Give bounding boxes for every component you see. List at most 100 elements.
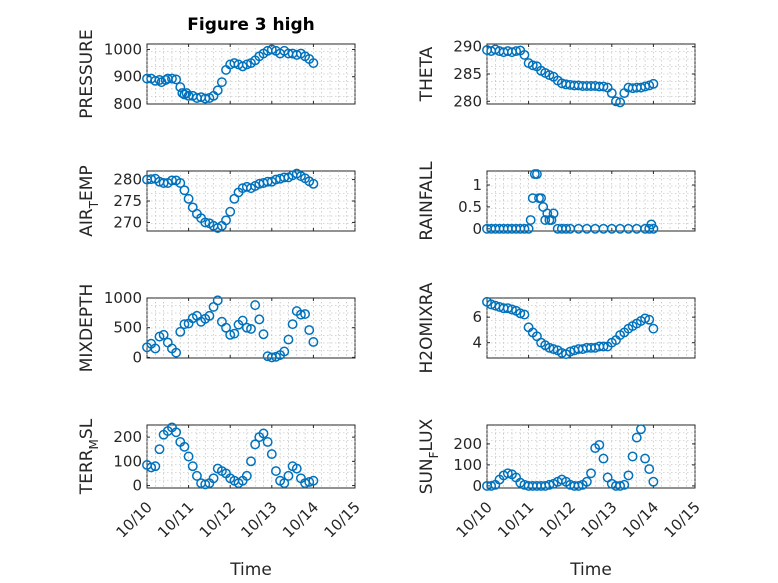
data-point (304, 325, 315, 336)
panel-theta: 280 285 290 THETA (417, 38, 696, 110)
x-tick-label: 10/12 (196, 498, 239, 541)
data-point (623, 470, 634, 481)
data-point (561, 223, 571, 234)
data-point (171, 427, 182, 438)
panel-air-emp: 270 275 280 AIRTEMP (77, 165, 356, 237)
data-point (283, 334, 294, 345)
data-point (308, 475, 319, 486)
x-tick-label: 10/13 (577, 498, 620, 541)
data-point (241, 470, 252, 481)
y-axis-label: MIXDEPTH (77, 284, 97, 373)
panel-terr-sl: 0 100 200 TERRMSL 10/1010/1110/1210/1310/141… (77, 418, 364, 580)
data-point (640, 453, 651, 464)
grid (486, 171, 696, 231)
data-point (154, 444, 165, 455)
data-point (519, 309, 530, 320)
data-point (229, 328, 240, 339)
data-point (515, 308, 526, 319)
figure-title: Figure 3 high (187, 15, 315, 35)
data-point (258, 329, 269, 340)
data-point (187, 461, 198, 472)
y-axis-label: TERRMSL (77, 418, 101, 495)
data-point (291, 463, 302, 474)
data-point (519, 49, 530, 60)
x-tick-label: 10/13 (237, 498, 280, 541)
data-point (544, 479, 555, 490)
y-tick-label: 4 (472, 334, 482, 352)
x-tick-label: 10/14 (619, 498, 662, 541)
data-point (258, 428, 269, 439)
data-point (519, 223, 530, 234)
data-point (635, 424, 646, 435)
data-point (266, 449, 277, 460)
y-tick-label: 900 (113, 68, 142, 86)
data-point (648, 223, 659, 234)
data-point (250, 439, 261, 450)
data-point (615, 480, 626, 491)
data-point (200, 479, 211, 490)
data-point (648, 78, 659, 89)
x-tick-label: 10/11 (154, 498, 197, 541)
data-point (266, 44, 277, 55)
y-axis-label: SUNFLUX (417, 418, 441, 494)
series-markers (482, 44, 659, 108)
data-point (308, 178, 319, 189)
data-point (631, 432, 642, 443)
data-point (179, 441, 190, 452)
data-point (548, 344, 559, 355)
data-point (531, 169, 542, 180)
x-tick-label: 10/12 (536, 498, 579, 541)
series-markers (142, 168, 319, 233)
y-tick-label: 280 (453, 92, 482, 110)
series-markers (482, 296, 659, 360)
y-tick-label: 100 (453, 456, 482, 474)
data-point (598, 81, 609, 92)
x-tick-label: 10/14 (279, 498, 322, 541)
data-point (177, 88, 188, 99)
data-point (644, 314, 655, 325)
series-markers (482, 169, 659, 234)
data-point (225, 206, 236, 217)
data-point (627, 451, 638, 462)
x-tick-label: 10/11 (494, 498, 537, 541)
data-point (181, 88, 192, 99)
data-point (171, 74, 182, 85)
data-point (216, 77, 227, 88)
panel-h2omixra: 4 6 H2OMIXRA (417, 282, 696, 374)
panel-rainfall: 0 0.5 1 RAINFALL (417, 161, 696, 241)
data-point (229, 58, 240, 69)
data-point (262, 437, 273, 447)
data-point (150, 461, 161, 472)
data-point (246, 456, 256, 467)
y-tick-label: 1 (472, 176, 482, 194)
data-point (183, 193, 194, 204)
data-point (200, 217, 211, 228)
data-point (308, 58, 319, 69)
y-tick-label: 0 (472, 477, 482, 495)
data-point (279, 346, 290, 357)
data-point (175, 178, 186, 188)
data-point (212, 85, 223, 96)
data-point (204, 310, 215, 321)
y-tick-label: 275 (113, 192, 142, 210)
data-point (598, 453, 609, 464)
x-axis-label: Time (229, 560, 272, 580)
data-point (254, 314, 265, 325)
data-point (191, 470, 202, 481)
series-markers (142, 422, 319, 490)
x-tick-label: 10/10 (453, 498, 496, 541)
panel-sun-lux: 0 100 200 SUNFLUX 10/1010/1110/1210/1310/141… (417, 418, 704, 580)
y-tick-label: 1000 (104, 40, 142, 58)
y-tick-label: 100 (113, 452, 142, 470)
data-point (573, 480, 584, 491)
data-point (221, 322, 231, 333)
data-point (615, 97, 626, 108)
panel-mixdepth: 0 500 1000 MIXDEPTH (77, 284, 356, 373)
y-tick-label: 500 (113, 319, 142, 337)
data-point (167, 73, 177, 84)
data-point (598, 341, 609, 352)
data-point (308, 337, 319, 347)
data-point (300, 309, 311, 319)
data-point (648, 323, 659, 334)
